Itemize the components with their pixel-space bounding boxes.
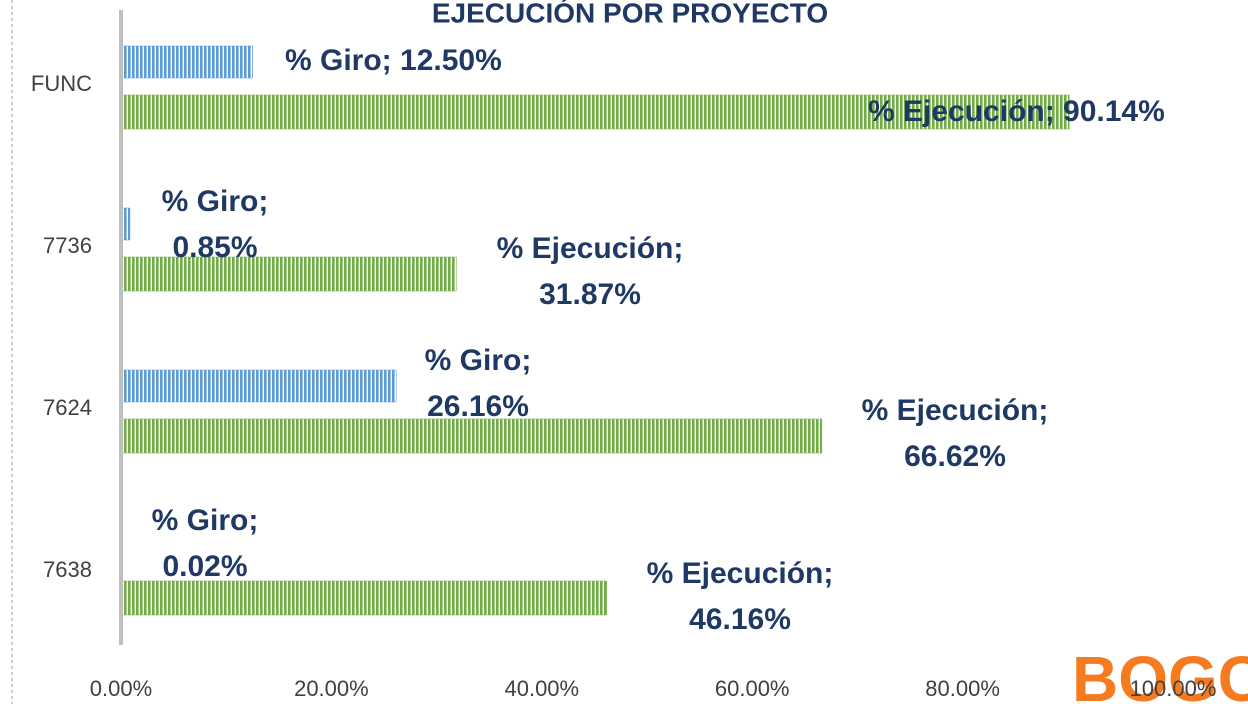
data-label: % Ejecución; 66.62% (862, 394, 1049, 473)
bar (120, 369, 397, 403)
y-tick-label: FUNC (31, 71, 92, 96)
data-label: % Giro; 0.02% (152, 504, 259, 583)
y-tick-label: 7736 (43, 233, 92, 258)
bar (120, 94, 1070, 130)
bar (120, 418, 823, 454)
bar (120, 580, 607, 616)
data-label: % Ejecución; 90.14% (868, 95, 1165, 128)
data-label: % Giro; 0.85% (162, 185, 269, 264)
x-tick-label: 100.00% (1130, 676, 1217, 701)
chart-title: EJECUCIÓN POR PROYECTO (432, 0, 828, 28)
bar (120, 45, 253, 79)
x-tick-label: 80.00% (925, 676, 1000, 701)
y-tick-label: 7624 (43, 395, 92, 420)
logo: BOGC (1072, 643, 1248, 704)
data-label: % Ejecución; 46.16% (647, 557, 834, 636)
x-tick-label: 0.00% (90, 676, 152, 701)
data-label: % Ejecución; 31.87% (497, 232, 684, 311)
y-tick-label: 7638 (43, 557, 92, 582)
data-label: % Giro; 26.16% (425, 344, 532, 423)
x-tick-label: 20.00% (294, 676, 369, 701)
bar (120, 256, 457, 292)
x-tick-label: 40.00% (504, 676, 579, 701)
x-tick-label: 60.00% (715, 676, 790, 701)
data-label: % Giro; 12.50% (285, 44, 502, 77)
